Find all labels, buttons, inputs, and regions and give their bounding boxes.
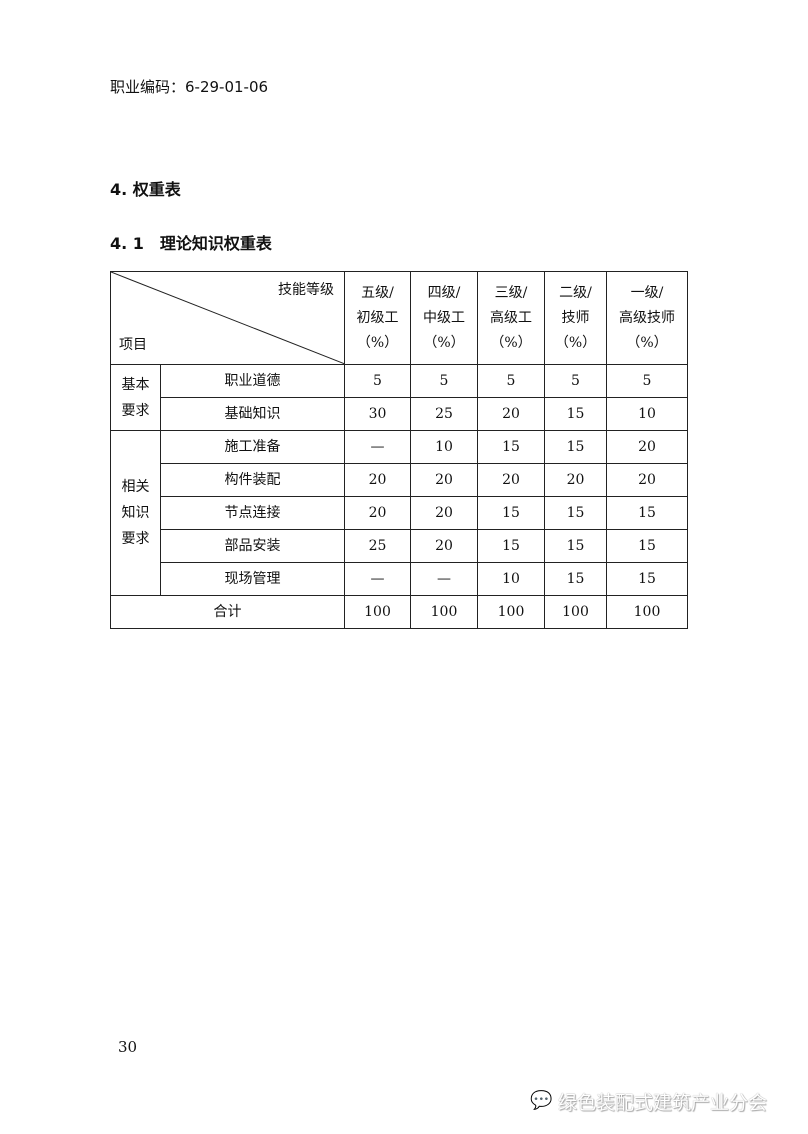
value-cell: 15 <box>477 529 545 563</box>
value-cell: 20 <box>410 463 478 497</box>
value-cell: 15 <box>544 397 607 431</box>
value-cell: 5 <box>477 364 545 398</box>
value-cell: 20 <box>477 397 545 431</box>
table-row: 构件装配 20 20 20 20 20 <box>111 463 688 497</box>
value-cell: — <box>344 430 411 464</box>
value-cell: 15 <box>544 562 607 596</box>
table-row: 基础知识 30 25 20 15 10 <box>111 397 688 431</box>
corner-top-label: 技能等级 <box>278 282 334 298</box>
value-cell: 15 <box>544 496 607 530</box>
header-row: 技能等级 项目 五级/初级工 （%） 四级/中级工 （%） 三级/高级工 （%） 二级… <box>110 271 688 365</box>
value-cell: 20 <box>606 430 688 464</box>
value-cell: 20 <box>606 463 688 497</box>
total-value: 100 <box>544 595 607 629</box>
value-cell: 15 <box>606 496 688 530</box>
watermark-text: 绿色装配式建筑产业分会 <box>558 1092 768 1114</box>
table-row: 基本 要求 职业道德 5 5 5 5 5 <box>110 364 688 431</box>
value-cell: 20 <box>344 463 411 497</box>
page-number: 30 <box>118 1038 138 1056</box>
value-cell: 15 <box>544 529 607 563</box>
value-cell: 10 <box>410 430 478 464</box>
group-cell: 相关 知识 要求 <box>110 430 161 596</box>
item-cell: 职业道德 <box>160 364 345 398</box>
value-cell: 10 <box>477 562 545 596</box>
level-header: 二级/技师 （%） <box>544 271 607 365</box>
table-row: 相关 知识 要求 施工准备 —10 15 15 20 <box>110 430 688 596</box>
table-row: 现场管理 — —10 15 15 <box>111 562 688 596</box>
value-cell: 15 <box>606 562 688 596</box>
level-header: 四级/中级工 （%） <box>410 271 478 365</box>
item-cell: 现场管理 <box>160 562 345 596</box>
level-header: 五级/初级工 （%） <box>344 271 411 365</box>
total-value: 100 <box>410 595 478 629</box>
weight-table: 技能等级 项目 五级/初级工 （%） 四级/中级工 （%） 三级/高级工 （%） 二级… <box>110 271 688 629</box>
item-cell: 基础知识 <box>160 397 345 431</box>
subsection-title: 4. 1 理论知识权重表 <box>110 234 272 253</box>
value-cell: 5 <box>344 364 411 398</box>
value-cell: — <box>344 562 411 596</box>
total-value: 100 <box>344 595 411 629</box>
value-cell: 10 <box>606 397 688 431</box>
value-cell: 20 <box>477 463 545 497</box>
value-cell: 20 <box>544 463 607 497</box>
value-cell: 20 <box>344 496 411 530</box>
table-row: 部品安装 25 20 15 15 15 <box>111 529 688 563</box>
value-cell: 15 <box>606 529 688 563</box>
value-cell: 25 <box>344 529 411 563</box>
wechat-icon: 💬 <box>530 1090 553 1111</box>
value-cell: 30 <box>344 397 411 431</box>
section-title: 4. 权重表 <box>110 180 181 199</box>
total-row: 合计 100 100 100 100 100 <box>110 595 688 629</box>
level-header: 一级/高级技师 （%） <box>606 271 688 365</box>
value-cell: 15 <box>477 496 545 530</box>
value-cell: — <box>410 562 478 596</box>
value-cell: 20 <box>410 529 478 563</box>
level-header: 三级/高级工 （%） <box>477 271 545 365</box>
value-cell: 25 <box>410 397 478 431</box>
total-value: 100 <box>477 595 545 629</box>
table-row: 节点连接 20 20 15 15 15 <box>111 496 688 530</box>
item-cell: 施工准备 <box>160 430 345 464</box>
item-cell: 部品安装 <box>160 529 345 563</box>
diagonal-line <box>111 272 345 364</box>
value-cell: 15 <box>544 430 607 464</box>
value-cell: 20 <box>410 496 478 530</box>
item-cell: 构件装配 <box>160 463 345 497</box>
value-cell: 5 <box>544 364 607 398</box>
item-cell: 节点连接 <box>160 496 345 530</box>
total-value: 100 <box>606 595 688 629</box>
group-cell: 基本 要求 <box>110 364 161 431</box>
value-cell: 5 <box>606 364 688 398</box>
value-cell: 5 <box>410 364 478 398</box>
corner-cell: 技能等级 项目 <box>110 271 345 365</box>
corner-bottom-label: 项目 <box>119 337 147 353</box>
total-label: 合计 <box>110 595 345 629</box>
value-cell: 15 <box>477 430 545 464</box>
occupation-code: 职业编码：6-29-01-06 <box>110 78 269 96</box>
